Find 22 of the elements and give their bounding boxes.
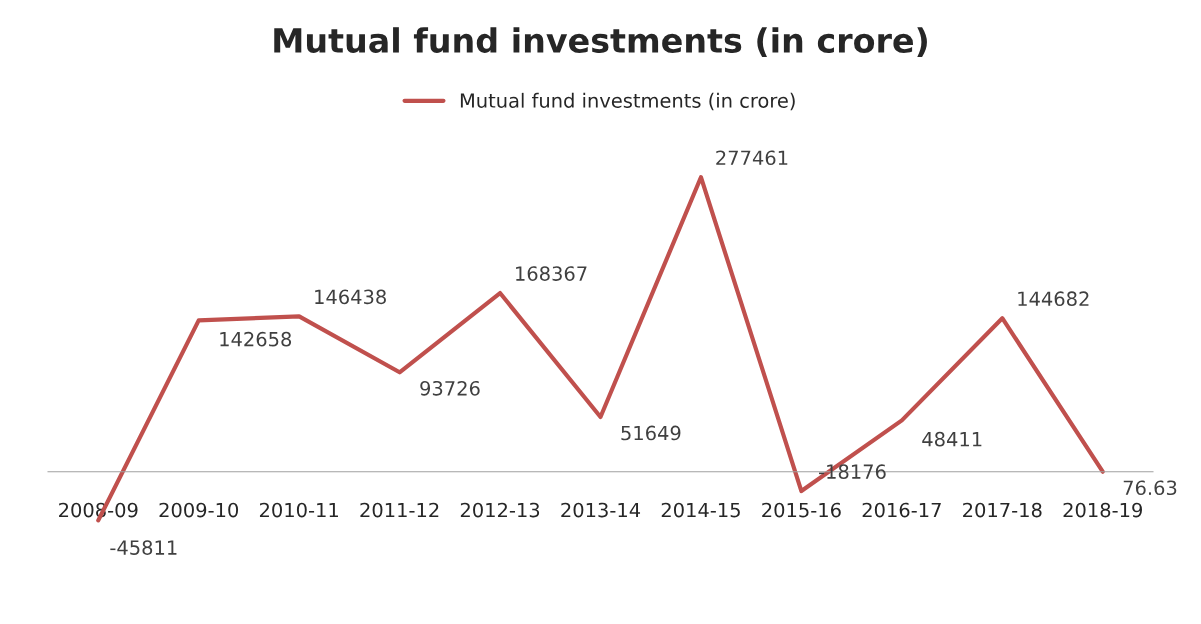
legend-label: Mutual fund investments (in crore) (460, 92, 795, 111)
x-tick-label: 2015-16 (762, 502, 841, 518)
data-label: 142658 (220, 331, 292, 347)
x-tick-label: 2009-10 (159, 502, 239, 518)
data-label: 51649 (621, 425, 681, 441)
data-label: 168367 (516, 266, 587, 281)
x-tick-label: 2013-14 (561, 502, 641, 518)
data-label: 277461 (716, 150, 788, 166)
x-tick-label: 2014-15 (661, 502, 740, 518)
data-label: 76.63 (1123, 480, 1177, 496)
data-label: 146438 (315, 289, 386, 305)
x-tick-label: 2011-12 (360, 502, 439, 518)
data-label: 93726 (420, 380, 480, 396)
data-label: 144682 (1018, 291, 1089, 307)
x-tick-label: 2018-19 (1063, 502, 1142, 518)
data-label: 48411 (922, 431, 982, 447)
x-tick-label: 2012-13 (460, 502, 540, 518)
x-tick-label: 2010-11 (259, 502, 338, 518)
chart-title: Mutual fund investments (in crore) (274, 27, 927, 57)
x-tick-label: 2016-17 (862, 502, 941, 518)
data-label: -45811 (110, 540, 177, 555)
x-tick-label: 2017-18 (963, 502, 1042, 518)
